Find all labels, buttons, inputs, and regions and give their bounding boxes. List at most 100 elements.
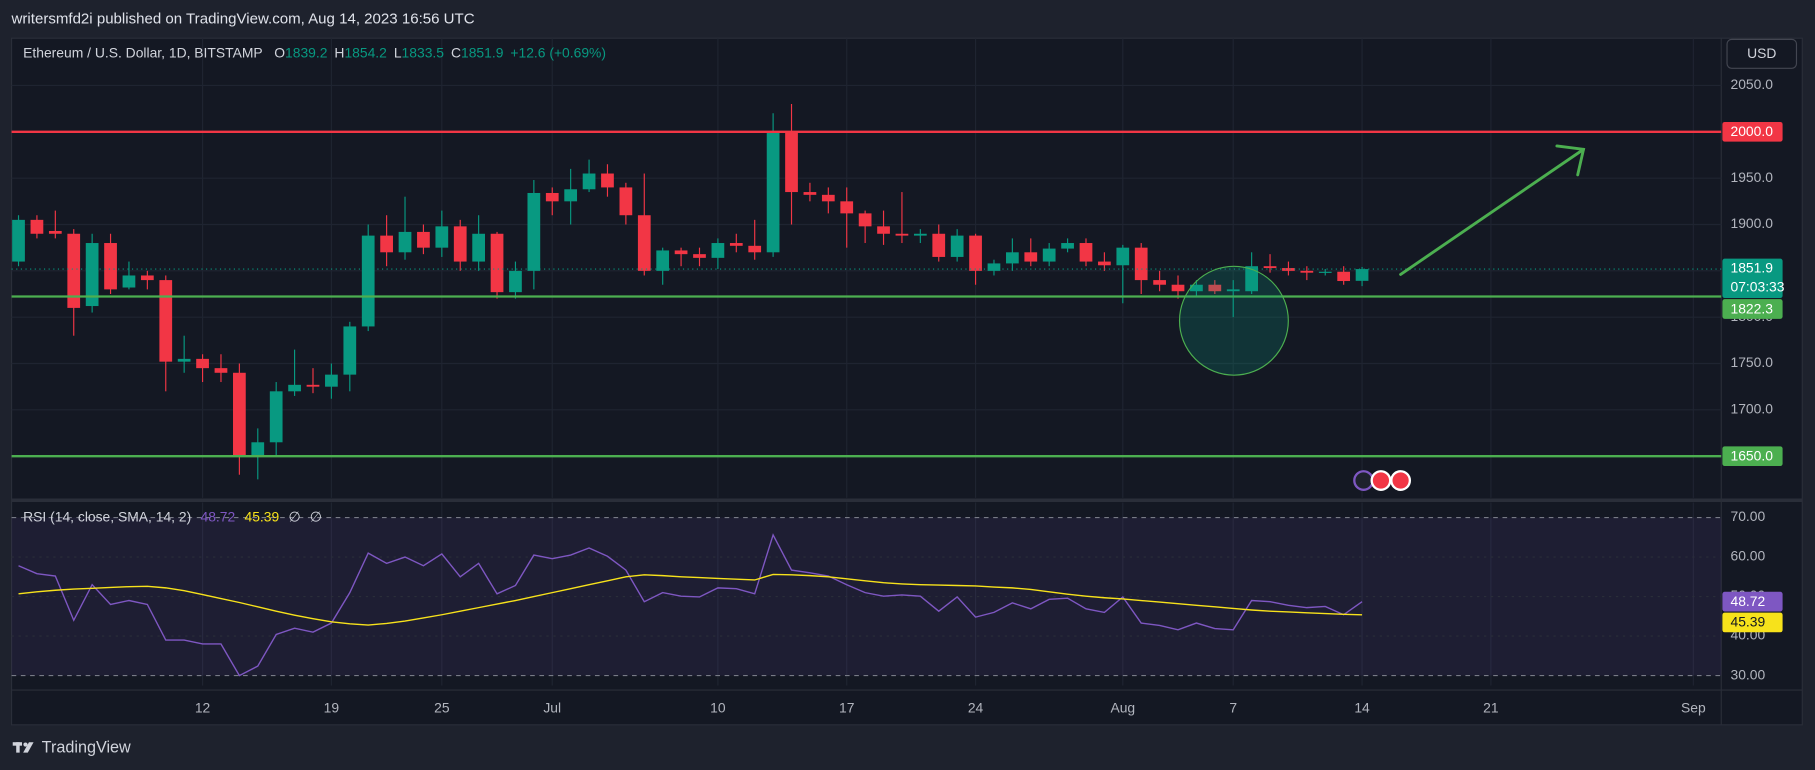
legend-extra: ∅	[288, 508, 300, 524]
y-tick-label: 1700.0	[1731, 401, 1774, 417]
value-box	[1722, 612, 1783, 633]
candle-body	[803, 192, 817, 195]
value-box	[1722, 591, 1783, 612]
legend-key: C	[451, 44, 461, 60]
x-tick-label: 21	[1483, 699, 1499, 715]
candle-body	[821, 194, 835, 202]
candle-body	[1079, 243, 1093, 262]
brand: TradingView	[42, 738, 131, 756]
candle-body	[380, 235, 393, 253]
candle-body	[343, 326, 357, 375]
candle-body	[214, 368, 228, 373]
candle-body	[895, 233, 909, 236]
last-price-box	[1722, 258, 1783, 299]
candle-body	[969, 235, 982, 271]
candle-body	[1190, 284, 1203, 292]
publish-info: writersmfd2i published on TradingView.co…	[11, 11, 475, 28]
value-box-label: 48.72	[1731, 593, 1766, 609]
legend-value: 1851.9	[461, 44, 504, 60]
candle-body	[1116, 247, 1130, 266]
y-tick-label: 2050.0	[1731, 76, 1774, 92]
candle-body	[1282, 268, 1295, 271]
candle-body	[196, 358, 209, 369]
candle-body	[104, 243, 117, 290]
candle-body	[1263, 266, 1277, 269]
candle-body	[233, 372, 246, 457]
candle-body	[950, 235, 964, 257]
candle-body	[748, 245, 762, 253]
ohlc-legend: Ethereum / U.S. Dollar, 1D, BITSTAMP O183…	[23, 44, 606, 60]
candle-body	[1300, 270, 1314, 273]
legend-value: 1854.2	[344, 44, 387, 60]
x-tick-label: Aug	[1110, 699, 1135, 715]
candle-body	[12, 219, 25, 262]
level-box	[1722, 446, 1783, 467]
candle-body	[877, 226, 890, 234]
candle-body	[472, 233, 486, 262]
x-tick-label: 19	[324, 699, 340, 715]
candle-body	[693, 254, 706, 258]
candle-body	[1153, 280, 1166, 285]
currency-label[interactable]: USD	[1747, 45, 1776, 61]
y-tick-label: 1950.0	[1731, 169, 1774, 185]
legend-value: 1833.5	[402, 44, 445, 60]
overlay: 12 19 25 Jul 10 17 24 Aug 7 14 21 Sep 1851.9 07:03:33…	[23, 44, 1785, 715]
x-tick-label: 25	[434, 699, 450, 715]
candle-body	[159, 280, 173, 362]
candle-body	[785, 131, 798, 193]
candle-body	[67, 233, 81, 308]
x-tick-label: 17	[839, 699, 855, 715]
candle-body	[1171, 284, 1185, 292]
candle-body	[361, 235, 375, 327]
x-tick-label: 10	[710, 699, 726, 715]
legend-extra: ∅	[310, 508, 322, 524]
candle-body	[1061, 243, 1074, 249]
candle-body	[932, 233, 946, 257]
candle-body	[453, 226, 467, 262]
candle-body	[637, 215, 651, 271]
chart-frame	[10, 37, 1803, 726]
candle-body	[177, 358, 191, 362]
candle-body	[564, 189, 578, 202]
indicator-line	[18, 573, 1363, 626]
y-tick-label: 70.00	[1731, 508, 1766, 524]
legend-key: H	[334, 44, 344, 60]
x-tick-label: Jul	[543, 699, 561, 715]
x-tick-label: 7	[1229, 699, 1237, 715]
candle-body	[1006, 252, 1019, 264]
event-icons	[1353, 470, 1412, 491]
candle-body	[656, 250, 670, 271]
y-tick-label: 30.00	[1731, 666, 1766, 682]
candle-body	[1208, 284, 1222, 292]
y-tick-label: 1900.0	[1731, 215, 1774, 231]
candle-body	[674, 250, 688, 255]
candle-body	[913, 233, 927, 236]
candle-body	[490, 233, 504, 293]
candle-body	[269, 391, 283, 443]
candle-body	[1024, 252, 1038, 262]
indicator-title: RSI (14, close, SMA, 14, 2)	[23, 508, 191, 524]
x-tick-label: Sep	[1681, 699, 1706, 715]
candle-body	[527, 192, 541, 271]
x-tick-label: 24	[968, 699, 984, 715]
candle-body	[30, 219, 44, 234]
marks	[11, 104, 1722, 677]
trend-arrow	[1399, 144, 1586, 276]
level-box	[1722, 121, 1783, 142]
candle-body	[729, 243, 743, 246]
candle-body	[1042, 248, 1056, 262]
tv-logo	[12, 742, 34, 753]
legend-key: L	[394, 44, 402, 60]
y-tick-label: 60.00	[1731, 548, 1766, 564]
candle-body	[1355, 269, 1369, 281]
value-box-label: 45.39	[1731, 614, 1766, 630]
candle-body	[582, 173, 596, 190]
currency-button[interactable]	[1726, 38, 1798, 69]
candle-body	[1226, 289, 1240, 292]
y-tick-label: 1750.0	[1731, 354, 1774, 370]
candle-body	[858, 213, 872, 227]
candle-body	[1245, 266, 1258, 292]
countdown-label: 07:03:33	[1731, 278, 1785, 294]
